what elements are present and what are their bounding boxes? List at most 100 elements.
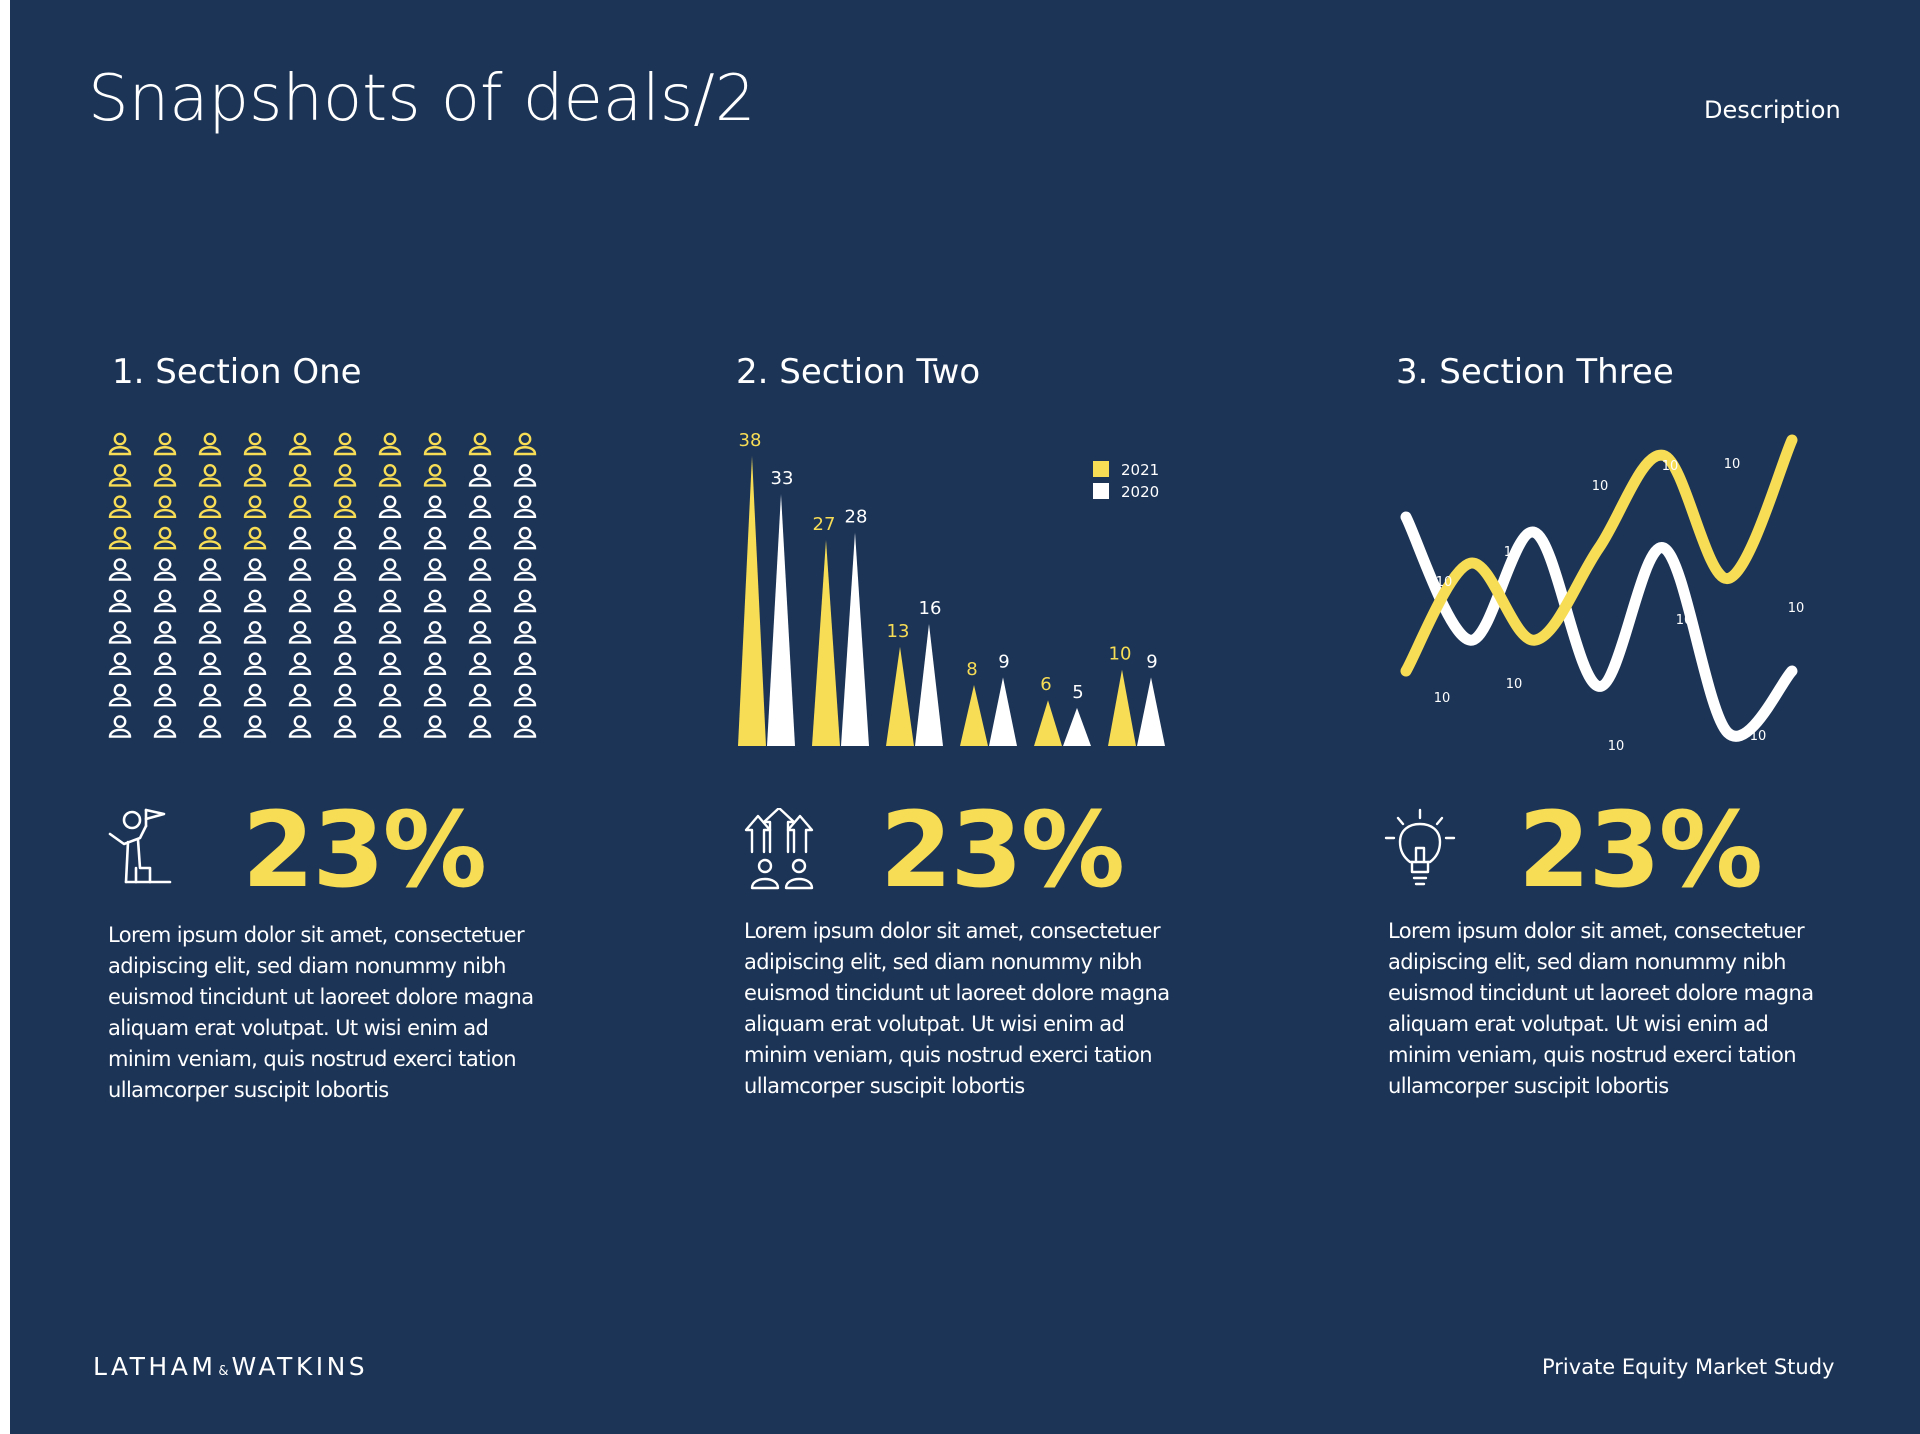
person-icon — [513, 652, 537, 676]
pictograph-chart — [108, 432, 537, 738]
person-icon — [378, 495, 402, 519]
section-one-stat: 23% — [242, 789, 487, 911]
person-icon — [288, 715, 312, 738]
person-icon-highlighted — [378, 464, 402, 487]
bar-2020-2 — [841, 532, 869, 746]
person-icon — [243, 683, 267, 707]
wave-line-chart: 10 10 10 10 10 10 10 10 10 10 10 — [1400, 434, 1805, 754]
page-title: Snapshots of deals/2 — [88, 62, 756, 136]
bar-2021-2 — [812, 539, 840, 746]
data-label-2021-2: 27 — [813, 514, 836, 535]
person-icon — [153, 715, 177, 738]
person-icon-highlighted — [108, 432, 132, 456]
person-icon-highlighted — [108, 495, 132, 519]
data-label-2021-3: 13 — [887, 621, 910, 642]
person-icon-highlighted — [108, 526, 132, 550]
person-icon — [288, 526, 312, 550]
section-one-title: 1. Section One — [112, 352, 362, 392]
wave-data-label-3: 10 — [1592, 479, 1609, 494]
person-icon-highlighted — [198, 495, 222, 519]
person-icon — [333, 715, 357, 738]
wave-data-label-6: 10 — [1788, 601, 1805, 616]
person-icon — [288, 558, 312, 581]
legend-swatch-2020 — [1093, 483, 1109, 499]
yellow-wave-line — [1400, 434, 1798, 677]
person-icon — [108, 652, 132, 676]
data-label-2021-6: 10 — [1109, 644, 1132, 665]
person-icon — [153, 558, 177, 581]
person-icon-highlighted — [333, 464, 357, 487]
legend-swatch-2021 — [1093, 461, 1109, 477]
wave-data-label-2: 10 — [1504, 545, 1521, 560]
person-icon — [198, 620, 222, 644]
section-three-stat: 23% — [1518, 789, 1763, 911]
person-icon — [153, 620, 177, 644]
data-label-2020-6: 9 — [1146, 651, 1157, 672]
wave-data-label-10: 10 — [1676, 613, 1693, 628]
person-icon — [513, 526, 537, 550]
bar-2021-6 — [1108, 669, 1136, 746]
bar-2021-3 — [886, 646, 914, 746]
person-icon — [423, 620, 447, 644]
leader-flag-icon — [108, 808, 172, 884]
person-icon-highlighted — [333, 495, 357, 519]
person-icon — [243, 715, 267, 738]
data-label-2021-5: 6 — [1040, 674, 1051, 695]
person-icon — [423, 526, 447, 550]
person-icon — [333, 683, 357, 707]
person-icon — [468, 526, 492, 550]
legend-label-2021: 2021 — [1121, 461, 1159, 479]
data-label-2020-1: 33 — [771, 468, 794, 489]
section-three-title: 3. Section Three — [1396, 352, 1674, 392]
data-label-2020-2: 28 — [845, 506, 868, 527]
people-growth-arrows-icon — [744, 808, 814, 890]
wave-data-label-4: 10 — [1662, 459, 1679, 474]
person-icon — [423, 683, 447, 707]
bar-2020-5 — [1063, 707, 1091, 746]
publication-name: Private Equity Market Study — [1542, 1355, 1835, 1379]
wave-data-label-8: 10 — [1506, 677, 1523, 692]
legend-label-2020: 2020 — [1121, 483, 1159, 501]
person-icon-highlighted — [153, 464, 177, 487]
person-icon-highlighted — [153, 432, 177, 456]
wave-data-label-9: 10 — [1608, 739, 1625, 754]
person-icon — [333, 526, 357, 550]
person-icon — [468, 589, 492, 613]
bar-2020-4 — [989, 677, 1017, 746]
person-icon — [108, 683, 132, 707]
bar-2021-4 — [960, 684, 988, 746]
person-icon — [513, 495, 537, 519]
person-icon — [288, 589, 312, 613]
bar-2020-3 — [915, 623, 943, 746]
person-icon — [468, 464, 492, 487]
person-icon — [378, 715, 402, 738]
person-icon-highlighted — [423, 432, 447, 456]
section-one-body: Lorem ipsum dolor sit amet, consectetuer… — [108, 923, 534, 1102]
person-icon — [243, 620, 267, 644]
person-icon — [513, 589, 537, 613]
person-icon — [198, 558, 222, 581]
white-wave-line — [1400, 511, 1798, 742]
lightbulb-icon — [1384, 808, 1456, 886]
data-label-2020-3: 16 — [919, 598, 942, 619]
person-icon — [198, 683, 222, 707]
person-icon — [378, 652, 402, 676]
person-icon-highlighted — [108, 464, 132, 487]
section-two-title: 2. Section Two — [736, 352, 981, 392]
bar-2020-1 — [767, 494, 795, 746]
person-icon — [378, 558, 402, 581]
wave-data-label-11: 10 — [1750, 729, 1767, 744]
person-icon — [333, 558, 357, 581]
slide-panel — [10, 0, 1920, 1434]
person-icon-highlighted — [243, 432, 267, 456]
brand-logo: LATHAM &WATKINS — [93, 1352, 369, 1381]
person-icon-highlighted — [288, 495, 312, 519]
person-icon — [108, 620, 132, 644]
wave-data-label-1: 10 — [1436, 575, 1453, 590]
person-icon — [468, 715, 492, 738]
person-icon — [423, 558, 447, 581]
person-icon — [333, 589, 357, 613]
person-icon — [468, 683, 492, 707]
person-icon — [513, 715, 537, 738]
